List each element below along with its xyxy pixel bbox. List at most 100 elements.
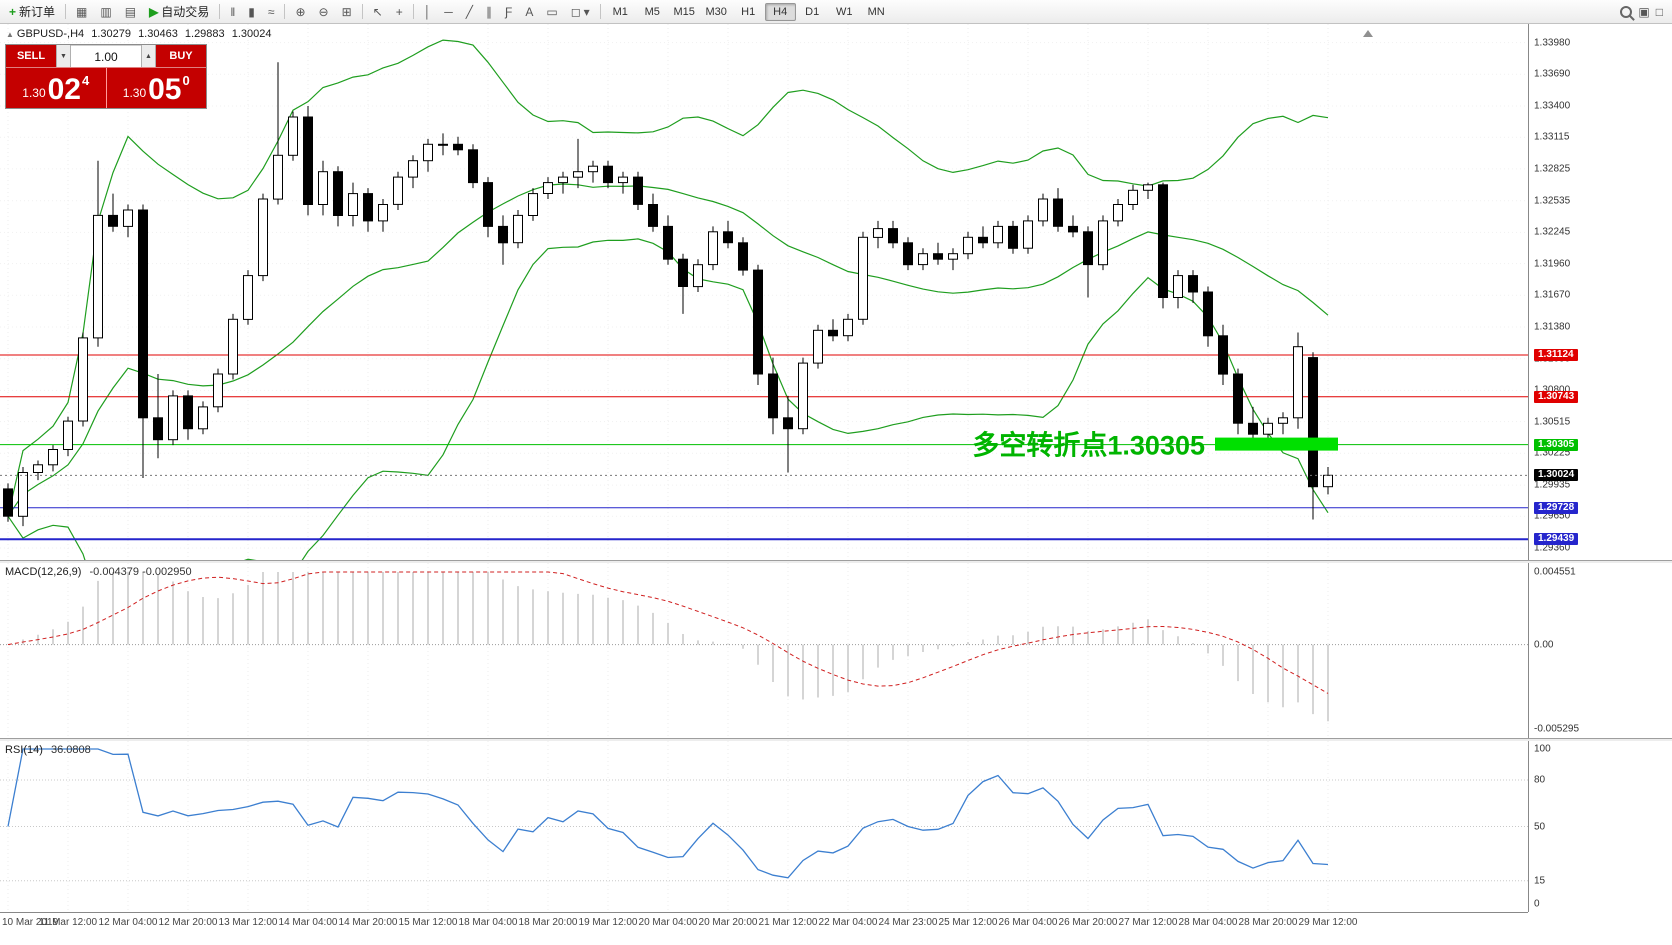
- indicators-icon: ⊞: [341, 4, 352, 19]
- price-axis-main[interactable]: 1.33980 1.33690 1.33400 1.33115 1.32825 1.325…: [1528, 24, 1672, 560]
- price-tick: 1.32825: [1534, 163, 1571, 175]
- candle: [843, 318, 853, 337]
- candle: [543, 182, 553, 195]
- ohlc-bars-button[interactable]: ‖: [224, 1, 241, 23]
- macd-pane: MACD(12,26,9) -0.004379 -0.002950: [0, 563, 1528, 738]
- price-axis-macd[interactable]: 0.004551 0.00 -0.005295: [1528, 563, 1672, 738]
- candle: [783, 417, 793, 430]
- timeframe-button-H4[interactable]: H4: [764, 2, 796, 21]
- horizontal-line-icon: ─: [444, 4, 453, 19]
- timeframe-button-W1[interactable]: W1: [835, 5, 853, 18]
- shapes-tool-button[interactable]: ◻ ▾: [565, 1, 596, 23]
- volume-decrease-button[interactable]: ▼: [56, 45, 71, 67]
- toolbar-separator: [65, 4, 67, 19]
- buy-button[interactable]: BUY: [156, 45, 206, 67]
- timeframe-button-M1[interactable]: M1: [612, 5, 628, 18]
- candle: [1098, 220, 1108, 266]
- candle: [63, 420, 73, 451]
- candle: [678, 258, 688, 287]
- candle: [528, 193, 538, 217]
- profiles-icon: ▥: [100, 4, 112, 19]
- fibonacci-tool-button[interactable]: Ƒ: [499, 1, 518, 23]
- macd-histogram: [22, 572, 1329, 722]
- macd-canvas[interactable]: [0, 563, 1528, 738]
- timeframe-button-M15[interactable]: M15: [673, 5, 695, 18]
- price-axis-rsi[interactable]: 100 80 50 15 0: [1528, 741, 1672, 912]
- volume-increase-button[interactable]: ▲: [141, 45, 156, 67]
- text-tool-button[interactable]: A: [519, 1, 539, 23]
- autotrading-button[interactable]: ▶ 自动交易: [143, 1, 215, 23]
- line-chart-button[interactable]: ≈: [262, 1, 281, 23]
- candle: [408, 160, 418, 178]
- time-label: 15 Mar 12:00: [398, 917, 458, 928]
- profiles-button[interactable]: ▥: [94, 1, 117, 23]
- bid-price-button[interactable]: 1.30 02 4: [6, 68, 106, 108]
- candle: [1233, 373, 1243, 424]
- candle: [1128, 189, 1138, 206]
- ask-prefix: 1.30: [122, 86, 147, 100]
- price-tag: 1.30743: [1534, 390, 1579, 403]
- vertical-line-tool-button[interactable]: │: [418, 1, 438, 23]
- candle: [1083, 231, 1093, 266]
- candle: [48, 449, 58, 466]
- trade-panel-prices: 1.30 02 4 1.30 05 0: [6, 67, 206, 108]
- volume-input[interactable]: 1.00: [71, 45, 141, 67]
- pane-separator[interactable]: [0, 560, 1672, 563]
- candle: [888, 228, 898, 244]
- time-label: 26 Mar 04:00: [998, 917, 1058, 928]
- pin-window-icon[interactable]: ▣: [1638, 4, 1650, 19]
- new-order-button[interactable]: + 新订单: [3, 1, 61, 23]
- terminal-button[interactable]: ▤: [119, 1, 142, 23]
- timeframe-button-H1[interactable]: H1: [741, 5, 756, 18]
- zoom-in-button[interactable]: ⊕: [289, 1, 311, 23]
- candle: [363, 193, 373, 222]
- candle: [648, 204, 658, 227]
- macd-axis-label: -0.005295: [1534, 723, 1580, 735]
- candle: [1158, 184, 1168, 298]
- pane-separator[interactable]: [0, 738, 1672, 741]
- label-tool-button[interactable]: ▭: [540, 1, 563, 23]
- candle: [828, 329, 838, 337]
- crosshair-tool-button[interactable]: +: [390, 1, 409, 23]
- trendline-tool-button[interactable]: ╱: [460, 1, 479, 23]
- candlestick-mode-button[interactable]: ▮: [242, 1, 261, 23]
- sell-button[interactable]: SELL: [6, 45, 56, 67]
- candle: [573, 171, 583, 178]
- candle: [768, 373, 778, 419]
- candle: [348, 193, 358, 217]
- time-label: 20 Mar 04:00: [638, 917, 698, 928]
- price-tag: 1.30305: [1534, 438, 1579, 451]
- chart-shift-marker-icon[interactable]: [1363, 30, 1373, 37]
- timeframe-button-D1[interactable]: D1: [805, 5, 820, 18]
- candle: [1248, 422, 1258, 435]
- time-label: 18 Mar 04:00: [458, 917, 518, 928]
- ask-big-digits: 05: [148, 73, 182, 106]
- candle: [213, 373, 223, 408]
- ask-price-button[interactable]: 1.30 05 0: [105, 68, 206, 108]
- cursor-tool-button[interactable]: ↖: [367, 1, 389, 23]
- line-chart-icon: ≈: [267, 4, 275, 19]
- timeframe-button-MN[interactable]: MN: [867, 5, 885, 18]
- search-icon[interactable]: [1620, 5, 1633, 18]
- time-axis[interactable]: 10 Mar 2019 11 Mar 12:00 12 Mar 04:00 12 Ma…: [0, 912, 1528, 936]
- time-label: 27 Mar 12:00: [1118, 917, 1178, 928]
- time-label: 14 Mar 04:00: [278, 917, 338, 928]
- charts-grid-button[interactable]: ▦: [70, 1, 93, 23]
- timeframe-button-M5[interactable]: M5: [644, 5, 660, 18]
- candle: [303, 116, 313, 205]
- rsi-line: [7, 748, 1329, 879]
- indicators-button[interactable]: ⊞: [336, 1, 358, 23]
- candle: [1323, 474, 1333, 488]
- rsi-canvas[interactable]: [0, 741, 1528, 912]
- price-tick: 1.31380: [1534, 321, 1571, 333]
- candle: [228, 318, 238, 375]
- channel-tool-button[interactable]: ∥: [480, 1, 498, 23]
- candle: [468, 149, 478, 184]
- timeframe-button-M30[interactable]: M30: [705, 5, 727, 18]
- main-chart-canvas[interactable]: 多空转折点1.30305: [0, 24, 1528, 560]
- candle: [198, 406, 208, 430]
- zoom-out-button[interactable]: ⊖: [313, 1, 335, 23]
- horizontal-line-tool-button[interactable]: ─: [438, 1, 459, 23]
- maximize-window-icon[interactable]: □: [1655, 4, 1663, 19]
